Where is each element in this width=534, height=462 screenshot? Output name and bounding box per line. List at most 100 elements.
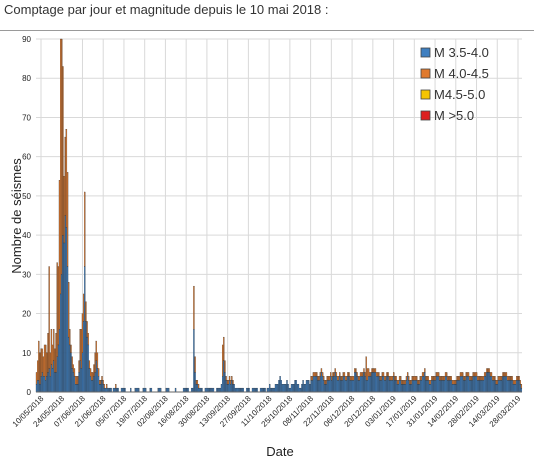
bar-m40-45 (320, 368, 323, 373)
bar-m40-45 (495, 380, 497, 385)
bar-m35-40 (520, 387, 523, 393)
bar-m35-40 (417, 384, 419, 393)
bar-m35-40 (270, 387, 272, 393)
bar-m35-40 (370, 376, 372, 393)
bar-m40-45 (364, 372, 366, 377)
bar-m35-40 (204, 387, 207, 393)
bar-m35-40 (385, 380, 387, 393)
bar-m35-40 (377, 376, 379, 393)
bar-m40-45 (328, 376, 331, 381)
bar-m35-40 (351, 380, 354, 393)
bar-m35-40 (259, 387, 262, 393)
bar-m35-40 (492, 380, 494, 393)
bar-m40-45 (338, 376, 340, 381)
bar-m35-40 (150, 387, 153, 393)
bar-m40-45 (426, 376, 428, 381)
bar-m35-40 (487, 372, 489, 393)
bar-m40-45 (365, 356, 367, 381)
bar-m35-40 (336, 380, 339, 393)
bar-m35-40 (305, 380, 308, 393)
bar-m35-40 (439, 380, 441, 393)
bar-m35-40 (450, 380, 452, 393)
bar-m35-40 (423, 376, 425, 393)
bar-m40-45 (444, 372, 447, 377)
bar-m35-40 (459, 376, 462, 393)
bar-m35-40 (469, 380, 471, 393)
bar-m35-40 (303, 384, 305, 393)
bar-m35-40 (313, 376, 316, 393)
bar-m35-40 (315, 376, 317, 393)
bar-m40-45 (68, 282, 70, 338)
bar-m35-40 (97, 376, 100, 393)
bar-m35-40 (89, 376, 92, 393)
bar-m35-40 (454, 384, 456, 393)
bar-m35-40 (84, 266, 86, 393)
bar-m40-45 (486, 368, 488, 373)
bar-m35-40 (37, 380, 39, 393)
bar-m40-45 (516, 376, 518, 381)
bar-m40-45 (319, 372, 321, 377)
bar-m35-40 (395, 380, 397, 393)
bar-m35-40 (63, 242, 65, 393)
bar-m40-45 (479, 376, 481, 381)
bar-m35-40 (66, 266, 69, 393)
bar-m35-40 (262, 387, 264, 393)
bar-m40-45 (429, 380, 432, 385)
bar-m40-45 (41, 348, 43, 373)
bar-m40-45 (369, 372, 371, 377)
bar-m35-40 (104, 387, 107, 393)
bar-m40-45 (401, 380, 403, 385)
bar-m40-45 (227, 380, 230, 385)
bar-m40-45 (339, 372, 341, 377)
bar-m40-45 (355, 368, 357, 373)
bar-m40-45 (406, 372, 409, 377)
bar-m35-40 (498, 380, 501, 393)
bar-m35-40 (158, 387, 161, 393)
bar-m40-45 (433, 376, 435, 381)
bar-m40-45 (327, 376, 330, 381)
bar-m40-45 (66, 172, 69, 267)
bar-m40-45 (94, 352, 96, 373)
bar-m35-40 (330, 376, 332, 393)
bar-m40-45 (438, 372, 440, 377)
bar-m35-40 (136, 387, 139, 393)
bar-m35-40 (333, 376, 335, 393)
bar-m35-40 (474, 376, 477, 393)
bar-m35-40 (475, 376, 478, 393)
bar-m40-45 (427, 376, 429, 381)
bar-m35-40 (242, 387, 244, 393)
bar-m35-40 (309, 384, 311, 393)
bar-m40-45 (326, 376, 328, 381)
bar-m35-40 (481, 380, 483, 393)
bar-m35-40 (318, 380, 320, 393)
bar-m35-40 (479, 380, 481, 393)
bar-m35-40 (433, 380, 435, 393)
bar-m35-40 (396, 384, 398, 393)
bar-m35-40 (311, 380, 313, 393)
bar-m35-40 (340, 380, 342, 393)
bar-m40-45 (458, 376, 460, 381)
bar-m35-40 (222, 376, 224, 393)
bar-m35-40 (319, 376, 321, 393)
bar-m35-40 (364, 376, 366, 393)
legend-item-m45-50: M4.5-5.0 (434, 87, 485, 102)
bar-m35-40 (124, 387, 126, 393)
bar-m40-45 (105, 384, 108, 389)
bar-m35-40 (447, 380, 449, 393)
bar-m40-45 (382, 372, 385, 377)
bar-m35-40 (411, 380, 413, 393)
bar-m40-45 (424, 368, 426, 373)
bar-m35-40 (53, 360, 55, 393)
bar-m35-40 (54, 372, 56, 393)
y-tick-label: 80 (22, 74, 31, 83)
bar-m40-45 (63, 176, 65, 244)
bar-m35-40 (266, 387, 269, 393)
bar-m40-45 (43, 344, 46, 377)
bar-m35-40 (123, 387, 125, 393)
bar-m40-45 (47, 333, 49, 373)
bar-m35-40 (295, 380, 297, 393)
bar-m35-40 (247, 387, 249, 393)
bar-m35-40 (220, 384, 223, 393)
bar-m40-45 (502, 372, 504, 377)
bar-m35-40 (384, 380, 386, 393)
